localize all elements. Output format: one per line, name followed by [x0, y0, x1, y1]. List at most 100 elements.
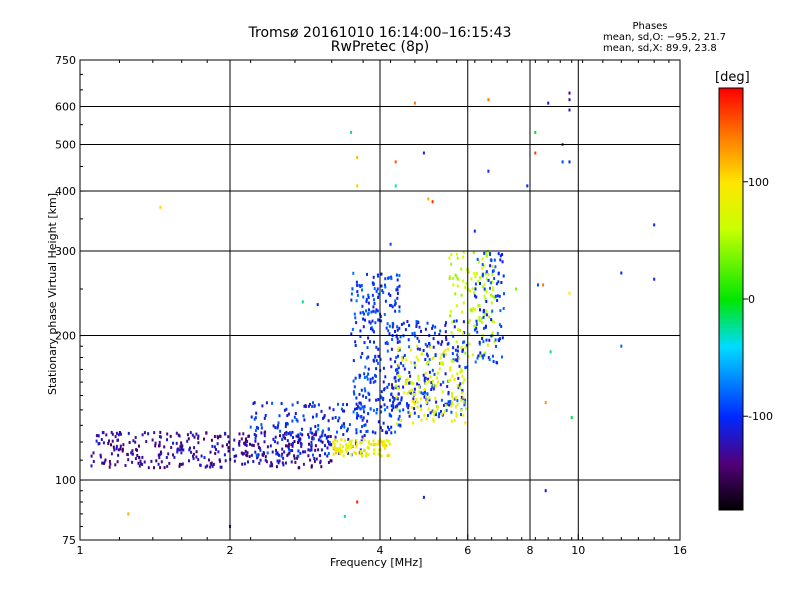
data-point [115, 431, 118, 435]
data-point [407, 403, 410, 407]
data-point [388, 428, 391, 432]
colorbar-band [719, 430, 743, 433]
data-point [209, 450, 212, 454]
colorbar-band [719, 204, 743, 207]
data-point [430, 388, 433, 391]
data-point [444, 352, 447, 356]
data-point [392, 406, 395, 410]
data-point [480, 317, 483, 320]
data-point [402, 385, 405, 389]
data-point [459, 329, 461, 332]
data-point [117, 453, 120, 457]
data-point [254, 450, 257, 454]
colorbar-band [719, 140, 743, 143]
data-point [369, 321, 372, 325]
data-point [167, 452, 170, 456]
data-point [387, 292, 390, 296]
data-point [373, 452, 376, 456]
data-point [163, 466, 166, 470]
data-point [339, 449, 341, 453]
data-point [411, 421, 414, 425]
data-point [341, 424, 343, 428]
data-point [375, 398, 378, 402]
colorbar-band [719, 308, 743, 311]
data-point [402, 408, 405, 412]
colorbar-band [719, 432, 743, 435]
colorbar-band [719, 190, 743, 193]
data-point [377, 347, 380, 351]
data-point [107, 442, 110, 445]
data-point [398, 340, 401, 344]
data-point [326, 454, 329, 458]
data-point [449, 399, 452, 403]
data-point [399, 361, 402, 365]
data-point [479, 308, 481, 312]
data-point [489, 264, 492, 268]
data-point [387, 382, 390, 386]
colorbar-band [719, 192, 743, 195]
colorbar-band [719, 306, 743, 309]
data-point [493, 340, 496, 344]
data-point [413, 387, 416, 391]
data-point [343, 409, 346, 413]
data-point [170, 446, 173, 449]
data-point [265, 401, 268, 405]
data-point [391, 395, 394, 399]
data-point [380, 284, 383, 288]
colorbar-band [719, 340, 743, 343]
data-point [329, 443, 332, 447]
data-point [361, 352, 364, 355]
data-point [291, 419, 294, 423]
colorbar-band [719, 470, 743, 473]
data-point [351, 327, 354, 331]
data-point [393, 303, 396, 307]
colorbar-band [719, 274, 743, 277]
data-point [289, 449, 292, 453]
data-point [158, 440, 161, 444]
data-point [374, 310, 377, 314]
data-point [117, 433, 120, 437]
data-point [456, 284, 459, 288]
y-axis-label: Stationary phase Virtual Height [km] [46, 192, 59, 395]
data-point [400, 398, 403, 402]
colorbar-band [719, 212, 743, 215]
data-point [365, 309, 368, 313]
data-point [327, 419, 330, 423]
colorbar-band [719, 222, 743, 225]
data-point [476, 257, 479, 261]
data-point [353, 385, 356, 389]
data-point [175, 431, 178, 435]
phases-o-mode-stats: mean, sd,O: −95.2, 21.7 [603, 32, 726, 43]
data-point [383, 313, 386, 316]
data-point [482, 308, 485, 312]
colorbar-band [719, 390, 743, 393]
data-point [433, 384, 436, 388]
data-point [493, 296, 496, 300]
colorbar-band [719, 218, 743, 221]
data-point [479, 282, 481, 285]
colorbar-band [719, 188, 743, 191]
data-point [281, 461, 284, 465]
data-point [479, 353, 482, 357]
data-point [398, 346, 401, 350]
data-point [246, 454, 249, 458]
data-point [477, 304, 480, 308]
data-point [390, 347, 393, 351]
data-point [398, 409, 401, 413]
data-point [166, 438, 168, 442]
data-point [446, 347, 449, 351]
data-point [398, 414, 401, 418]
data-point [363, 312, 365, 316]
data-point [363, 434, 366, 437]
data-point [253, 433, 256, 436]
colorbar-band [719, 118, 743, 121]
colorbar-band [719, 334, 743, 337]
colorbar-band [719, 90, 743, 93]
data-point [215, 448, 217, 451]
data-point [469, 308, 472, 312]
data-point [297, 454, 300, 458]
data-point [420, 352, 423, 356]
colorbar-band [719, 206, 743, 209]
data-point [103, 460, 106, 464]
data-point [380, 319, 383, 323]
